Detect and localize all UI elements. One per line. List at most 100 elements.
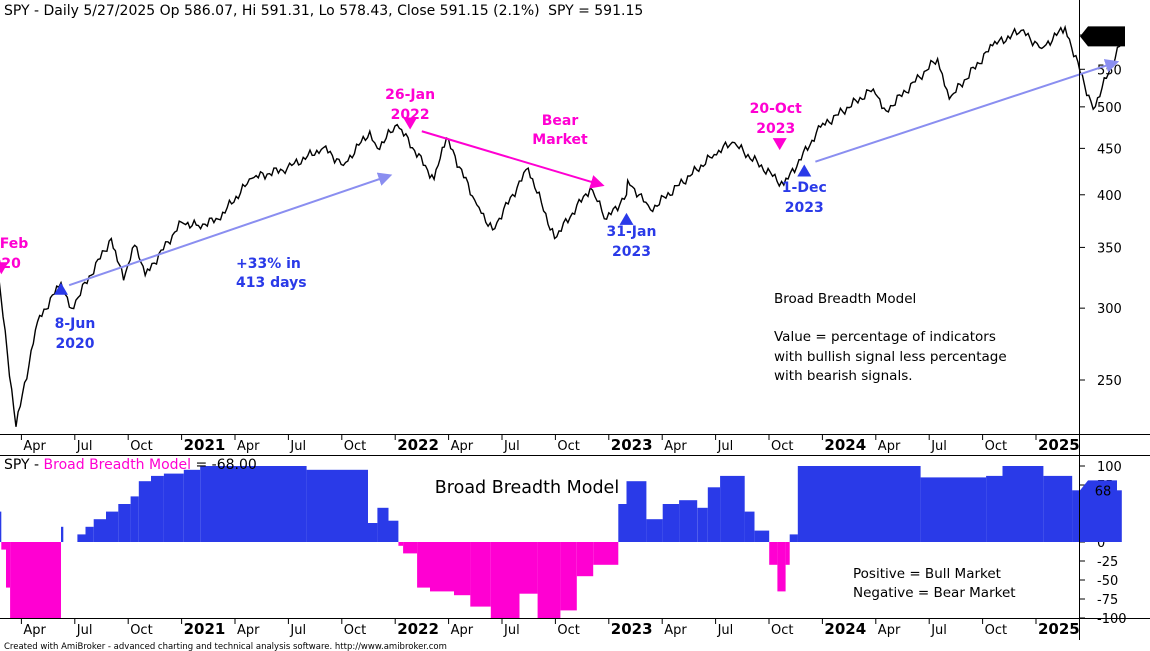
- x-bottom-tick-label: Jul: [930, 623, 947, 638]
- signal-date-label: 2022: [391, 107, 430, 123]
- positive-breadth-bar: [720, 475, 745, 542]
- positive-breadth-bar: [1002, 466, 1044, 542]
- positive-breadth-bar: [618, 504, 627, 542]
- positive-breadth-bar: [646, 519, 663, 542]
- x-top-tick-label: Oct: [771, 439, 793, 454]
- bull-arrow-2023: [815, 59, 1120, 163]
- signal-date-label: 27-Feb: [0, 236, 28, 252]
- breadth-y-tick-label: -75: [1097, 593, 1118, 608]
- x-top-tick-label: Jul: [289, 439, 306, 454]
- spy-price-line: [0, 24, 1123, 427]
- signal-date-label: 2020: [55, 336, 94, 352]
- breadth-bars: [0, 466, 1122, 618]
- x-bottom-tick-label: Oct: [557, 623, 579, 638]
- breadth-last-value-text: 68: [1095, 484, 1112, 499]
- x-bottom-tick-label: Oct: [130, 623, 152, 638]
- negative-breadth-bar: [417, 542, 430, 588]
- trend-arrows: [68, 59, 1120, 287]
- footer-credit: Created with AmiBroker - advanced charti…: [4, 642, 447, 651]
- x-top-tick-label: Apr: [664, 439, 687, 454]
- model-note-line: Value = percentage of indicators: [774, 329, 996, 345]
- negative-breadth-bar: [560, 542, 577, 611]
- x-top-tick-label: Apr: [451, 439, 474, 454]
- breadth-last-value-tag: 68: [1080, 480, 1117, 501]
- x-bottom-tick-label: Apr: [878, 623, 901, 638]
- signal-date-label: 31-Jan: [607, 224, 657, 240]
- x-bottom-tick-label: 2025: [1038, 620, 1080, 638]
- x-axis-bottom: Apr Jul Oct 2021 Apr Jul Oct 2022 Apr Jul Oct 2023 A…: [20, 618, 1080, 638]
- x-top-tick-label: Jul: [76, 439, 93, 454]
- negative-breadth-bar: [576, 542, 594, 577]
- x-bottom-tick-label: Oct: [771, 623, 793, 638]
- price-last-value-text: 598: [1095, 30, 1120, 45]
- positive-breadth-bar: [163, 473, 184, 542]
- breadth-y-tick-label: -25: [1097, 555, 1118, 570]
- y-tick-label: 350: [1097, 241, 1122, 256]
- signal-date-label: 2020: [0, 256, 21, 272]
- signal-date-label: 20-Oct: [750, 101, 802, 117]
- model-note-line: with bearish signals.: [774, 368, 913, 384]
- negative-breadth-bar: [403, 542, 418, 554]
- negative-breadth-bar: [470, 542, 491, 607]
- x-top-tick-label: Oct: [130, 439, 152, 454]
- model-note-line: with bullish signal less percentage: [774, 349, 1007, 365]
- positive-breadth-bar: [138, 481, 152, 542]
- signal-date-label: 2023: [756, 121, 795, 137]
- y-tick-label: 500: [1097, 101, 1122, 116]
- positive-breadth-bar: [1043, 475, 1073, 542]
- positive-breadth-bar: [200, 466, 307, 542]
- signal-date-label: 2023: [785, 200, 824, 216]
- breadth-last-value-bg: [1080, 480, 1117, 501]
- breadth-y-tick-label: 0: [1097, 536, 1105, 551]
- model-note-line: Broad Breadth Model: [774, 291, 916, 307]
- y-tick-label: 300: [1097, 302, 1122, 317]
- positive-breadth-bar: [0, 511, 2, 542]
- negative-breadth-bar: [593, 542, 619, 565]
- price-panel: 250300350400450500550600 27-Feb20208-Jun…: [0, 3, 1125, 427]
- signal-date-label: 2023: [612, 244, 651, 260]
- x-bottom-tick-label: Oct: [985, 623, 1007, 638]
- negative-breadth-bar: [454, 542, 471, 596]
- breadth-panel: 1007550250-25-50-75-100 SPY - Broad Brea…: [0, 457, 1127, 627]
- sell-signal-marker: [403, 117, 418, 130]
- gain-annotation: +33% in: [236, 256, 301, 272]
- positive-breadth-bar: [151, 475, 164, 542]
- positive-breadth-bar: [754, 530, 770, 542]
- positive-breadth-bar: [61, 526, 64, 542]
- negative-breadth-bar: [1, 542, 6, 550]
- positive-breadth-bar: [377, 507, 389, 542]
- x-axis-top: Apr Jul Oct 2021 Apr Jul Oct 2022 Apr Jul Oct 2023 A…: [20, 434, 1080, 454]
- x-top-tick-label: Jul: [930, 439, 947, 454]
- negative-breadth-bar: [10, 542, 62, 618]
- y-tick-label: 250: [1097, 374, 1122, 389]
- positive-breadth-bar: [986, 475, 1003, 542]
- positive-breadth-bar: [368, 523, 378, 542]
- x-bottom-tick-label: Jul: [503, 623, 520, 638]
- x-top-tick-label: Jul: [717, 439, 734, 454]
- positive-breadth-bar: [707, 487, 721, 542]
- buy-signal-marker: [619, 212, 634, 225]
- signal-date-label: 8-Jun: [55, 316, 96, 332]
- positive-breadth-bar: [118, 504, 131, 542]
- buy-signal-marker: [797, 164, 812, 177]
- price-series: [0, 24, 1123, 427]
- negative-breadth-bar: [777, 542, 786, 592]
- positive-breadth-bar: [679, 500, 698, 542]
- positive-breadth-bar: [388, 520, 399, 542]
- breadth-legend: Positive = Bull Market Negative = Bear Ma…: [853, 566, 1016, 601]
- breadth-legend-line: Negative = Bear Market: [853, 585, 1016, 601]
- negative-breadth-bar: [769, 542, 778, 565]
- breadth-y-tick-label: -50: [1097, 574, 1118, 589]
- x-top-tick-label: Apr: [878, 439, 901, 454]
- bull-arrow-2020: [68, 172, 393, 287]
- signal-date-label: 1-Dec: [782, 180, 827, 196]
- x-top-tick-label: Oct: [344, 439, 366, 454]
- negative-breadth-bar: [430, 542, 454, 592]
- negative-breadth-bar: [6, 542, 11, 588]
- price-last-value-tag: 598: [1080, 26, 1125, 47]
- positive-breadth-bar: [789, 534, 798, 542]
- price-header: SPY - Daily 5/27/2025 Op 586.07, Hi 591.…: [4, 3, 643, 19]
- signal-date-label: 26-Jan: [385, 87, 435, 103]
- x-bottom-tick-label: Apr: [451, 623, 474, 638]
